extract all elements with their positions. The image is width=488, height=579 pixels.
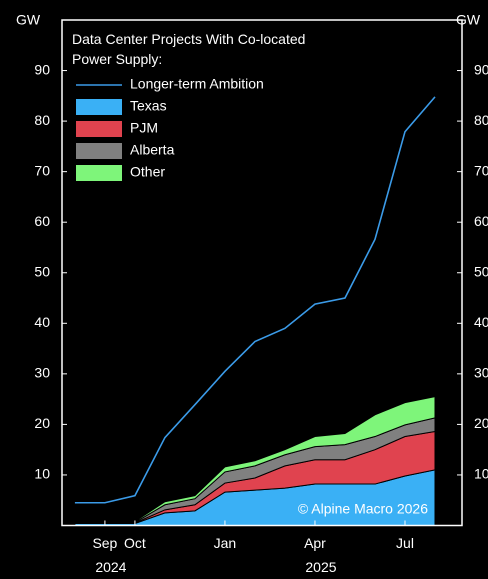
y2-tick-label: 40	[474, 314, 488, 330]
area	[74, 395, 436, 523]
y2-tick-label: 30	[474, 365, 488, 381]
legend-swatch	[76, 99, 122, 115]
legend-label: PJM	[130, 120, 158, 136]
legend-label: Alberta	[130, 142, 175, 158]
annotation: © Alpine Macro 2026	[298, 501, 428, 517]
legend-swatch	[76, 165, 122, 181]
x-tick-label: Jul	[396, 535, 414, 551]
y-tick-label: 20	[34, 415, 50, 431]
legend-label: Texas	[130, 98, 167, 114]
y-tick-label: 50	[34, 263, 50, 279]
line	[74, 96, 436, 504]
x-group-label: 2024	[95, 559, 126, 575]
y-tick-label: 30	[34, 365, 50, 381]
x-tick-label: Oct	[124, 535, 146, 551]
y-tick-label: 40	[34, 314, 50, 330]
y-tick-label: 60	[34, 213, 50, 229]
y-tick-label: 70	[34, 162, 50, 178]
x-tick-label: Sep	[92, 535, 117, 551]
y2-tick-label: 80	[474, 112, 488, 128]
y2-tick-label: 70	[474, 162, 488, 178]
legend-swatch	[76, 121, 122, 137]
y-tick-label: 10	[34, 466, 50, 482]
y-tick-label: 90	[34, 61, 50, 77]
legend-label: Longer-term Ambition	[130, 76, 264, 92]
y2-tick-label: 10	[474, 466, 488, 482]
y2-tick-label: 50	[474, 263, 488, 279]
x-tick-label: Jan	[214, 535, 237, 551]
legend-swatch	[76, 143, 122, 159]
chart-title: Data Center Projects With Co-located Powe…	[72, 31, 305, 67]
y2-tick-label: 20	[474, 415, 488, 431]
y2-tick-label: 90	[474, 61, 488, 77]
y2-tick-label: 60	[474, 213, 488, 229]
x-tick-label: Apr	[304, 535, 326, 551]
y-axis-label: GW	[16, 12, 41, 28]
y-tick-label: 80	[34, 112, 50, 128]
legend-label: Other	[130, 164, 165, 180]
x-group-label: 2025	[305, 559, 336, 575]
